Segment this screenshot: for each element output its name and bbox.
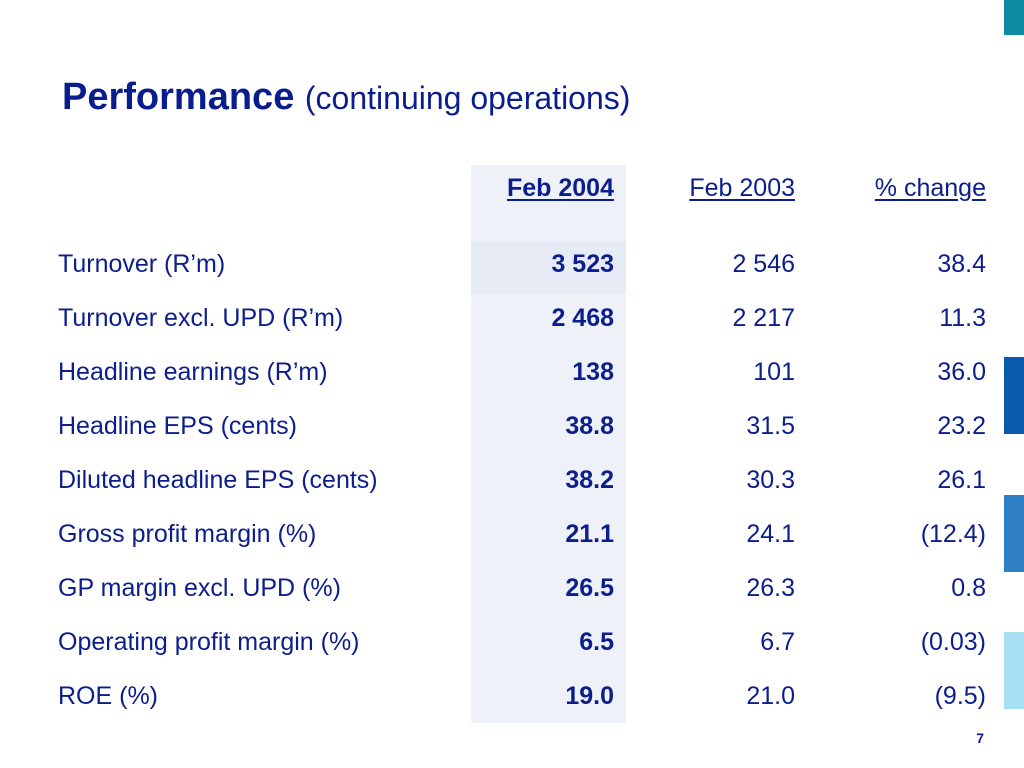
table-row: Gross profit margin (%) 21.1 24.1 (12.4): [0, 511, 1024, 565]
value-pct-change: 36.0: [937, 358, 986, 386]
value-feb-2003: 26.3: [746, 574, 795, 602]
value-feb-2004: 38.2: [565, 466, 614, 494]
table-row: Headline EPS (cents) 38.8 31.5 23.2: [0, 403, 1024, 457]
column-header-feb-2004: Feb 2004: [506, 174, 614, 202]
table-row: ROE (%) 19.0 21.0 (9.5): [0, 673, 1024, 727]
value-feb-2003: 101: [753, 358, 795, 386]
page-number: 7: [976, 730, 984, 746]
accent-bar-teal: [1004, 0, 1024, 35]
column-header-pct-change: % change: [874, 174, 986, 202]
row-label: Headline EPS (cents): [58, 412, 298, 440]
value-feb-2003: 2 217: [732, 304, 795, 332]
value-pct-change: 11.3: [939, 304, 986, 332]
value-feb-2003: 31.5: [746, 412, 795, 440]
row-label: Headline earnings (R’m): [58, 358, 328, 386]
row-label: GP margin excl. UPD (%): [58, 574, 341, 602]
row-label: Diluted headline EPS (cents): [58, 466, 378, 494]
value-feb-2004: 38.8: [565, 412, 614, 440]
value-feb-2004: 2 468: [551, 304, 614, 332]
value-pct-change: 0.8: [951, 574, 986, 602]
value-feb-2004: 19.0: [565, 682, 614, 710]
table-row: Turnover excl. UPD (R’m) 2 468 2 217 11.…: [0, 295, 1024, 349]
row-label: Turnover excl. UPD (R’m): [58, 304, 344, 332]
row-label: Gross profit margin (%): [58, 520, 317, 548]
accent-bar-dark-blue: [1004, 357, 1024, 434]
value-feb-2003: 30.3: [746, 466, 795, 494]
accent-bar-mid-blue: [1004, 495, 1024, 572]
slide-title-main: Performance: [62, 76, 295, 118]
table-row: Operating profit margin (%) 6.5 6.7 (0.0…: [0, 619, 1024, 673]
value-feb-2004: 6.5: [579, 628, 614, 656]
value-feb-2003: 24.1: [746, 520, 795, 548]
value-feb-2004: 26.5: [565, 574, 614, 602]
table-row: Headline earnings (R’m) 138 101 36.0: [0, 349, 1024, 403]
value-feb-2003: 2 546: [732, 250, 795, 278]
value-feb-2003: 6.7: [760, 628, 795, 656]
value-pct-change: (9.5): [934, 682, 986, 710]
table-row: Diluted headline EPS (cents) 38.2 30.3 2…: [0, 457, 1024, 511]
value-pct-change: 23.2: [937, 412, 986, 440]
row-label: Operating profit margin (%): [58, 628, 360, 656]
table-row: Turnover (R’m) 3 523 2 546 38.4: [0, 241, 1024, 295]
row-label: ROE (%): [58, 682, 158, 710]
value-pct-change: 38.4: [937, 250, 986, 278]
row-label: Turnover (R’m): [58, 250, 226, 278]
value-feb-2004: 3 523: [551, 250, 614, 278]
value-feb-2003: 21.0: [746, 682, 795, 710]
accent-bar-light-blue: [1004, 632, 1024, 709]
performance-table: Turnover (R’m) 3 523 2 546 38.4 Turnover…: [0, 241, 1024, 727]
value-pct-change: 26.1: [937, 466, 986, 494]
value-feb-2004: 138: [572, 358, 614, 386]
value-feb-2004: 21.1: [565, 520, 614, 548]
value-pct-change: (12.4): [920, 520, 986, 548]
value-pct-change: (0.03): [920, 628, 986, 656]
slide-title-sub: (continuing operations): [304, 80, 631, 116]
column-header-feb-2003: Feb 2003: [689, 174, 795, 202]
slide-title: Performance (continuing operations): [62, 76, 630, 119]
highlight-first-row: [471, 241, 626, 293]
table-row: GP margin excl. UPD (%) 26.5 26.3 0.8: [0, 565, 1024, 619]
